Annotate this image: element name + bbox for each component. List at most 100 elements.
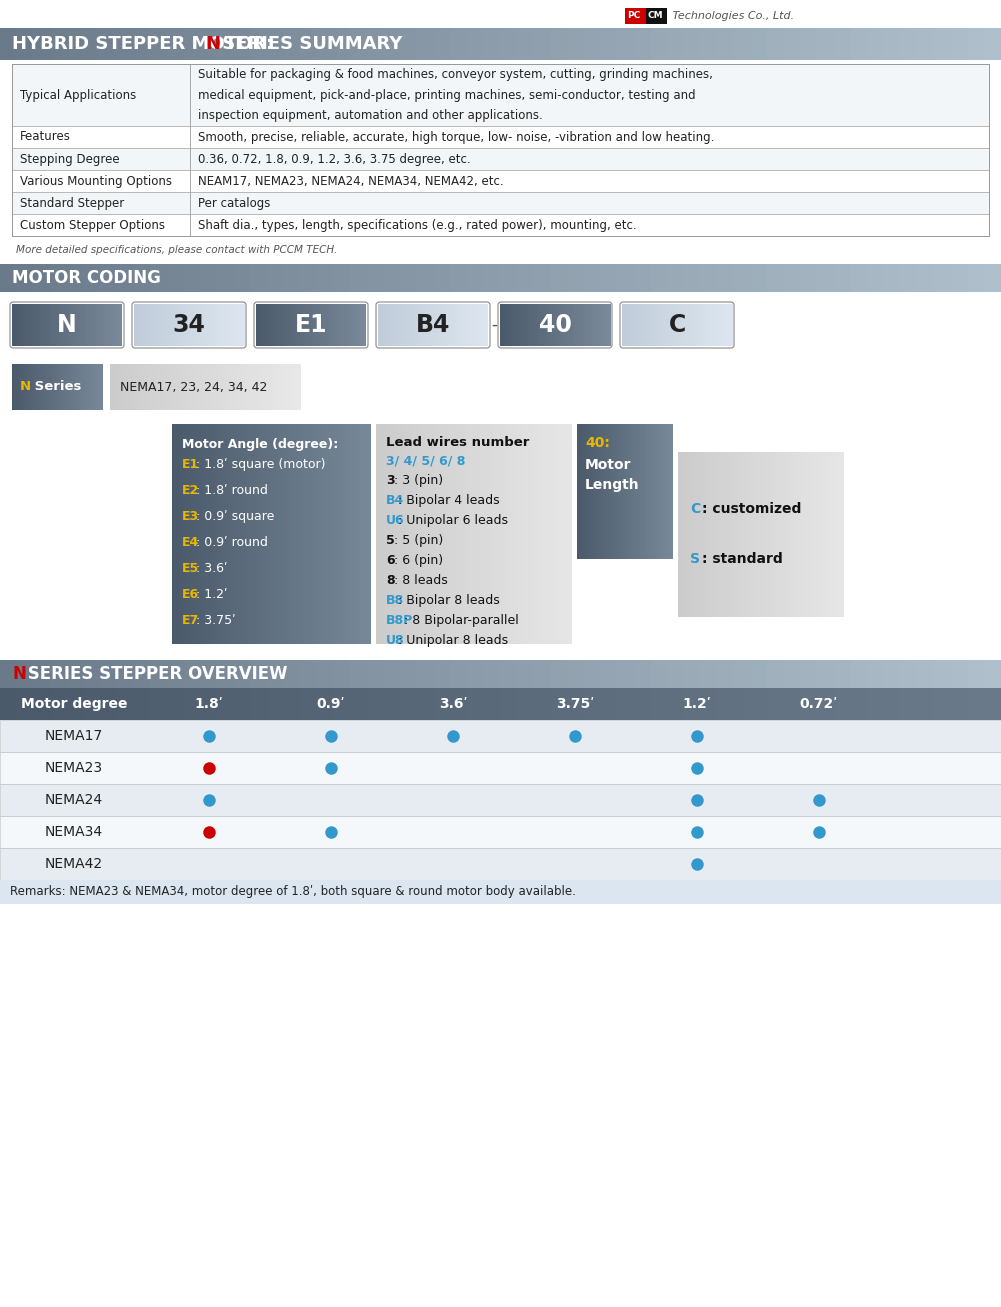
- Bar: [217, 660, 234, 687]
- Bar: [696, 305, 698, 346]
- Bar: [590, 305, 593, 346]
- Text: 5: 5: [386, 535, 394, 548]
- Bar: [267, 660, 284, 687]
- Text: : 8 Bipolar-parallel: : 8 Bipolar-parallel: [404, 614, 519, 627]
- Bar: [16, 305, 18, 346]
- Bar: [447, 423, 451, 644]
- Bar: [398, 305, 400, 346]
- Text: Lead wires number: Lead wires number: [386, 437, 530, 450]
- Text: NEAM17, NEMA23, NEMA24, NEMA34, NEMA42, etc.: NEAM17, NEMA23, NEMA24, NEMA34, NEMA42, …: [198, 175, 504, 187]
- Bar: [769, 452, 772, 617]
- Text: U8: U8: [386, 634, 404, 647]
- Bar: [645, 423, 648, 559]
- Bar: [163, 305, 166, 346]
- Bar: [172, 423, 176, 644]
- Text: Shaft dia., types, length, specifications (e.g., rated power), mounting, etc.: Shaft dia., types, length, specification…: [198, 218, 637, 231]
- Bar: [58, 365, 60, 410]
- Bar: [701, 264, 718, 291]
- Bar: [801, 660, 818, 687]
- Bar: [293, 365, 297, 410]
- Bar: [135, 365, 139, 410]
- Bar: [666, 423, 668, 559]
- Bar: [271, 423, 275, 644]
- Bar: [471, 305, 473, 346]
- Bar: [609, 305, 611, 346]
- Bar: [701, 27, 718, 60]
- Bar: [32, 305, 34, 346]
- Bar: [225, 305, 228, 346]
- Bar: [684, 264, 701, 291]
- Bar: [176, 305, 178, 346]
- Bar: [601, 27, 618, 60]
- Bar: [385, 423, 389, 644]
- Bar: [194, 305, 197, 346]
- Bar: [283, 264, 300, 291]
- Bar: [213, 305, 215, 346]
- Bar: [433, 264, 450, 291]
- Bar: [918, 27, 935, 60]
- Text: B8: B8: [386, 593, 404, 606]
- Bar: [584, 264, 601, 291]
- Bar: [546, 305, 549, 346]
- Bar: [287, 305, 289, 346]
- Bar: [30, 365, 32, 410]
- Bar: [287, 365, 291, 410]
- Bar: [428, 423, 431, 644]
- Bar: [21, 305, 23, 346]
- Text: 8: 8: [386, 574, 394, 587]
- Bar: [203, 305, 206, 346]
- Text: : Bipolar 4 leads: : Bipolar 4 leads: [398, 494, 499, 507]
- Bar: [217, 27, 234, 60]
- Bar: [347, 305, 350, 346]
- Text: B4: B4: [386, 494, 404, 507]
- Bar: [272, 305, 275, 346]
- Bar: [968, 687, 985, 720]
- Bar: [268, 365, 272, 410]
- Bar: [13, 365, 15, 410]
- Bar: [655, 305, 658, 346]
- Bar: [707, 305, 709, 346]
- Bar: [480, 305, 483, 346]
- Bar: [620, 423, 622, 559]
- Bar: [641, 305, 643, 346]
- Bar: [788, 452, 791, 617]
- Bar: [217, 264, 234, 291]
- Bar: [290, 365, 294, 410]
- Bar: [518, 27, 535, 60]
- Bar: [763, 452, 767, 617]
- Bar: [196, 305, 198, 346]
- Bar: [351, 305, 353, 346]
- Bar: [470, 423, 474, 644]
- Bar: [409, 305, 411, 346]
- Bar: [240, 365, 243, 410]
- Text: Length: Length: [585, 478, 640, 491]
- Bar: [722, 452, 726, 617]
- Bar: [884, 27, 901, 60]
- Bar: [646, 8, 667, 24]
- Bar: [15, 365, 17, 410]
- Bar: [70, 365, 72, 410]
- Bar: [420, 305, 422, 346]
- Bar: [918, 660, 935, 687]
- Bar: [630, 305, 632, 346]
- Bar: [105, 305, 108, 346]
- Bar: [0, 264, 17, 291]
- Bar: [568, 264, 585, 291]
- Bar: [600, 423, 602, 559]
- Bar: [160, 305, 162, 346]
- Bar: [358, 305, 361, 346]
- Bar: [801, 27, 818, 60]
- Bar: [262, 365, 265, 410]
- Bar: [674, 305, 676, 346]
- Bar: [584, 423, 586, 559]
- Bar: [0, 880, 1001, 904]
- Bar: [152, 305, 155, 346]
- Bar: [100, 27, 117, 60]
- Bar: [150, 264, 167, 291]
- Bar: [644, 305, 647, 346]
- Text: : 3.6ʹ: : 3.6ʹ: [196, 562, 227, 575]
- Bar: [139, 305, 142, 346]
- Bar: [333, 305, 335, 346]
- Bar: [259, 305, 262, 346]
- Bar: [236, 305, 239, 346]
